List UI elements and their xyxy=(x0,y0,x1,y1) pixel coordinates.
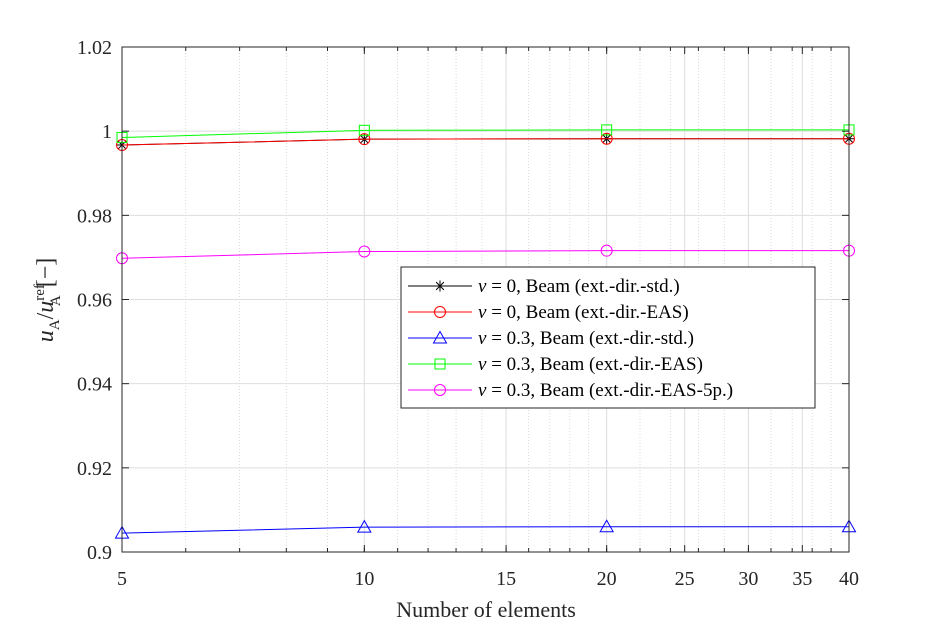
legend-entry: ν = 0, Beam (ext.-dir.-std.) xyxy=(408,276,680,297)
svg-text:uA/urefA[−]: uA/urefA[−] xyxy=(32,258,64,343)
legend-entry: ν = 0, Beam (ext.-dir.-EAS) xyxy=(408,302,689,323)
legend-entry: ν = 0.3, Beam (ext.-dir.-EAS-5p.) xyxy=(408,380,733,401)
x-tick-label: 30 xyxy=(738,568,758,590)
series-line xyxy=(121,526,849,534)
legend-marker xyxy=(434,280,446,292)
x-tick-label: 20 xyxy=(597,568,617,590)
series-line xyxy=(121,138,849,146)
y-tick-label: 0.98 xyxy=(77,205,112,227)
x-tick-label: 35 xyxy=(792,568,812,590)
y-tick-label: 1 xyxy=(102,121,112,143)
series-line xyxy=(121,250,849,259)
data-point xyxy=(599,519,615,533)
legend-marker xyxy=(434,358,446,370)
y-axis-label: uA/urefA[−] xyxy=(32,258,64,343)
y-tick-label: 0.92 xyxy=(77,458,112,480)
legend-marker xyxy=(432,330,448,344)
legend-marker xyxy=(434,384,446,396)
data-point xyxy=(600,244,613,257)
y-tick-label: 0.94 xyxy=(77,374,112,396)
data-point xyxy=(356,519,372,533)
x-tick-label: 40 xyxy=(839,568,859,590)
legend-label: ν = 0.3, Beam (ext.-dir.-EAS-5p.) xyxy=(478,380,733,401)
data-point xyxy=(358,245,371,258)
legend-entry: ν = 0.3, Beam (ext.-dir.-EAS) xyxy=(408,354,703,375)
data-point xyxy=(358,133,371,146)
tick-labels: 5 10 15 20 25 30 35 40 0.9 0.92 0.94 0.96 0.98 1 1.02 xyxy=(77,37,859,590)
legend: ν = 0, Beam (ext.-dir.-std.) ν = 0, Beam … xyxy=(400,266,816,409)
y-tick-label: 1.02 xyxy=(77,37,112,59)
x-tick-label: 5 xyxy=(117,568,127,590)
y-tick-label: 0.9 xyxy=(87,542,112,564)
data-point xyxy=(358,124,370,136)
ticks xyxy=(121,46,850,553)
x-axis-label: Number of elements xyxy=(396,597,576,622)
series-line xyxy=(121,129,849,138)
x-tick-label: 25 xyxy=(675,568,695,590)
data-point xyxy=(601,124,613,136)
legend-label: ν = 0, Beam (ext.-dir.-std.) xyxy=(478,276,680,297)
legend-marker xyxy=(434,306,446,318)
legend-label: ν = 0, Beam (ext.-dir.-EAS) xyxy=(478,302,689,323)
y-tick-label: 0.96 xyxy=(77,290,112,312)
legend-label: ν = 0.3, Beam (ext.-dir.-EAS) xyxy=(478,354,703,375)
x-tick-label: 15 xyxy=(496,568,516,590)
series-group xyxy=(114,124,857,539)
legend-entry: ν = 0.3, Beam (ext.-dir.-std.) xyxy=(408,328,694,349)
data-point xyxy=(600,132,613,145)
legend-label: ν = 0.3, Beam (ext.-dir.-std.) xyxy=(478,328,694,349)
x-tick-label: 10 xyxy=(354,568,374,590)
